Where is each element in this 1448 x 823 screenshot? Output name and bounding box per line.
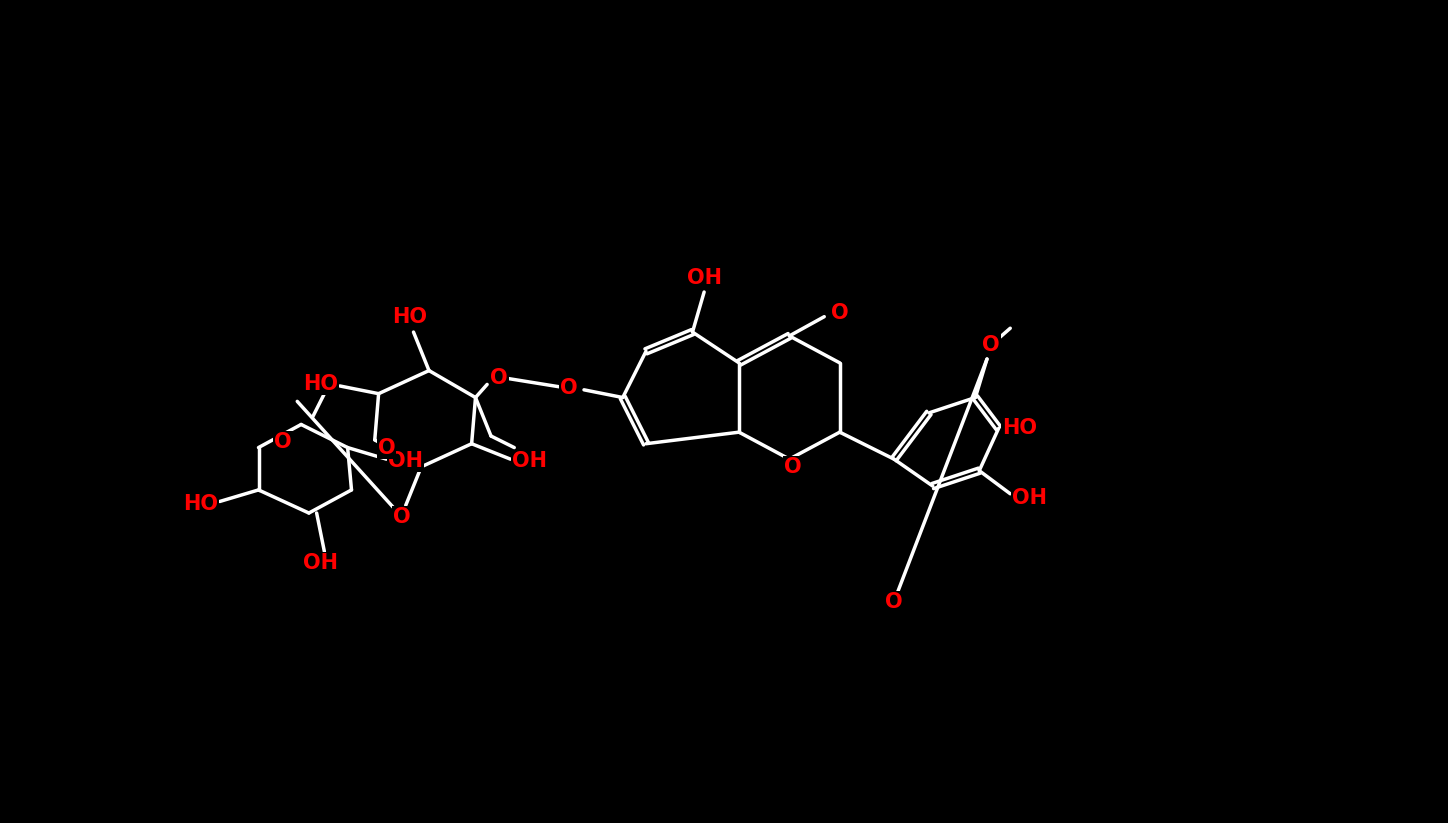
Text: O: O	[885, 592, 902, 611]
Text: OH: OH	[513, 451, 547, 471]
Text: O: O	[831, 303, 849, 323]
Text: OH: OH	[686, 268, 721, 288]
Text: O: O	[785, 457, 802, 477]
Text: O: O	[392, 507, 411, 527]
Text: O: O	[489, 368, 508, 388]
Text: OH: OH	[388, 452, 423, 472]
Text: O: O	[982, 335, 999, 356]
Text: HO: HO	[1002, 418, 1038, 439]
Text: HO: HO	[303, 374, 337, 394]
Text: O: O	[378, 438, 395, 458]
Text: O: O	[275, 432, 292, 452]
Text: OH: OH	[303, 553, 337, 573]
Text: HO: HO	[182, 494, 217, 514]
Text: OH: OH	[1012, 487, 1047, 508]
Text: HO: HO	[392, 307, 427, 327]
Text: O: O	[560, 379, 578, 398]
